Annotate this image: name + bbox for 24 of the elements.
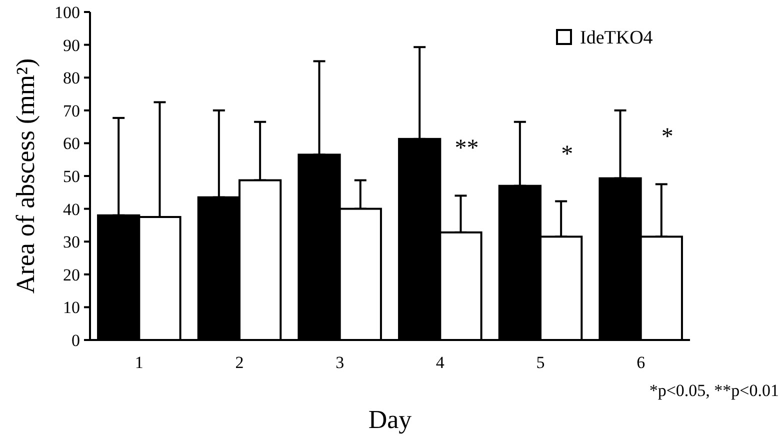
y-tick-label: 90: [63, 36, 80, 55]
y-tick-label: 30: [63, 232, 80, 252]
y-tick-label: 70: [63, 101, 80, 120]
y-tick-label: 0: [72, 330, 80, 350]
x-tick-label: 6: [636, 353, 646, 372]
x-tick-label: 5: [536, 353, 545, 372]
x-axis-title: Day: [368, 405, 412, 434]
text: *p<0.05, **p<0.01: [649, 381, 779, 400]
y-tick-label: 10: [63, 298, 80, 318]
x-tick-label: 2: [235, 353, 244, 372]
y-tick-label: 60: [63, 134, 80, 154]
x-tick-label: 1: [134, 353, 144, 372]
y-tick-label: 50: [63, 166, 80, 186]
y-tick-label: 40: [63, 200, 80, 219]
y-tick-label: 20: [63, 265, 80, 284]
y-tick-label: 80: [63, 68, 80, 88]
legend-label: IdeTKO4: [580, 28, 654, 49]
annotation: **: [454, 136, 479, 162]
x-tick-label: 4: [436, 353, 445, 372]
y-tick-label: 100: [54, 2, 80, 22]
x-tick-label: 3: [336, 353, 344, 372]
y-axis-title: Area of abscess (mm²): [11, 58, 40, 294]
annotation: *: [561, 141, 574, 168]
annotation: *: [661, 124, 674, 150]
